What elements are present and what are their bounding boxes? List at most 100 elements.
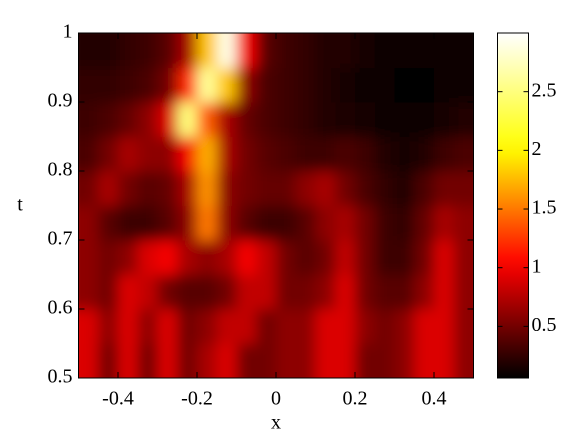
heatmap-cell [295, 274, 316, 310]
y-axis-label: t [17, 194, 23, 216]
heatmap-cell [335, 171, 356, 206]
heatmap-cell [78, 343, 99, 378]
heatmap-cell [78, 309, 99, 344]
heatmap-cell [414, 67, 435, 103]
heatmap-cell [335, 33, 356, 68]
heatmap-cell [216, 309, 237, 344]
heatmap-cell [394, 240, 415, 275]
heatmap-cell [315, 33, 336, 68]
heatmap-cell [78, 136, 99, 172]
heatmap-cell [197, 240, 218, 275]
heatmap-cell [335, 136, 356, 172]
heatmap-cell [256, 240, 277, 275]
heatmap-cell [177, 205, 198, 241]
heatmap-cell [256, 343, 277, 378]
heatmap-cell [335, 205, 356, 241]
colorbar-tick-label: 2.5 [532, 79, 557, 101]
heatmap-cell [157, 205, 178, 241]
heatmap-cell [236, 171, 257, 206]
heatmap-cell [295, 309, 316, 344]
heatmap-cell [434, 171, 455, 206]
heatmap-cell [434, 205, 455, 241]
heatmap-cell [355, 240, 376, 275]
heatmap-cell [276, 33, 297, 68]
heatmap-cell [315, 274, 336, 310]
heatmap-cell [137, 102, 158, 137]
heatmap-cell [157, 102, 178, 137]
heatmap-cell [216, 67, 237, 103]
y-tick-label: 0.6 [48, 297, 73, 319]
heatmap-cell [118, 309, 139, 344]
heatmap-cell [374, 343, 395, 378]
heatmap-cell [335, 67, 356, 103]
heatmap-cell [394, 274, 415, 310]
heatmap-cell [157, 274, 178, 310]
heatmap-cell [216, 343, 237, 378]
heatmap-cell [197, 205, 218, 241]
x-tick-label: -0.4 [102, 388, 134, 410]
heatmap-cell [453, 67, 474, 103]
heatmap-cell [177, 343, 198, 378]
heatmap-cell [315, 102, 336, 137]
heatmap-cell [374, 240, 395, 275]
heatmap-cell [177, 67, 198, 103]
heatmap-cell [216, 136, 237, 172]
heatmap-cell [157, 136, 178, 172]
heatmap-cell [355, 309, 376, 344]
x-tick-label: -0.2 [181, 388, 213, 410]
heatmap-cell [256, 136, 277, 172]
heatmap-cell [118, 102, 139, 137]
heatmap-cell [98, 136, 119, 172]
x-axis-label: x [271, 412, 281, 434]
heatmap-cell [434, 102, 455, 137]
heatmap-cell [335, 274, 356, 310]
heatmap-cell [276, 240, 297, 275]
heatmap-cell [78, 171, 99, 206]
heatmap-cell [414, 309, 435, 344]
heatmap-cell [256, 33, 277, 68]
x-tick-label: 0.4 [422, 388, 447, 410]
heatmap-cell [157, 67, 178, 103]
heatmap-cell [276, 136, 297, 172]
heatmap-cell [157, 171, 178, 206]
heatmap-cell [236, 205, 257, 241]
x-tick-label: 0.2 [343, 388, 368, 410]
heatmap-cell [78, 33, 99, 68]
heatmap-cell [295, 33, 316, 68]
heatmap-cell [137, 343, 158, 378]
heatmap-cell [197, 33, 218, 68]
heatmap-cell [98, 102, 119, 137]
heatmap-cell [197, 136, 218, 172]
heatmap-cell [414, 33, 435, 68]
heatmap-cell [374, 205, 395, 241]
heatmap-cell [137, 171, 158, 206]
heatmap-cell [453, 171, 474, 206]
heatmap-cell [434, 136, 455, 172]
heatmap-cell [157, 309, 178, 344]
heatmap-cell [315, 240, 336, 275]
heatmap-cell [335, 309, 356, 344]
heatmap-cell [98, 205, 119, 241]
heatmap-cell [236, 309, 257, 344]
heatmap-cell [98, 33, 119, 68]
heatmap-cell [236, 136, 257, 172]
heatmap-cell [177, 33, 198, 68]
heatmap-cell [256, 274, 277, 310]
heatmap-cell [177, 274, 198, 310]
heatmap-cell [394, 171, 415, 206]
heatmap-cell [355, 274, 376, 310]
heatmap-cell [137, 240, 158, 275]
colorbar-tick-label: 1 [532, 255, 542, 277]
heatmap-cell [216, 102, 237, 137]
heatmap-cell [256, 102, 277, 137]
heatmap-cell [118, 205, 139, 241]
heatmap-cell [118, 67, 139, 103]
heatmap-cell [434, 309, 455, 344]
colorbar-tick-label: 1.5 [532, 197, 557, 219]
heatmap-cell [177, 171, 198, 206]
heatmap-cell [78, 240, 99, 275]
heatmap-cell [197, 274, 218, 310]
heatmap-cell [236, 240, 257, 275]
heatmap-cell [295, 67, 316, 103]
heatmap-cell [118, 240, 139, 275]
